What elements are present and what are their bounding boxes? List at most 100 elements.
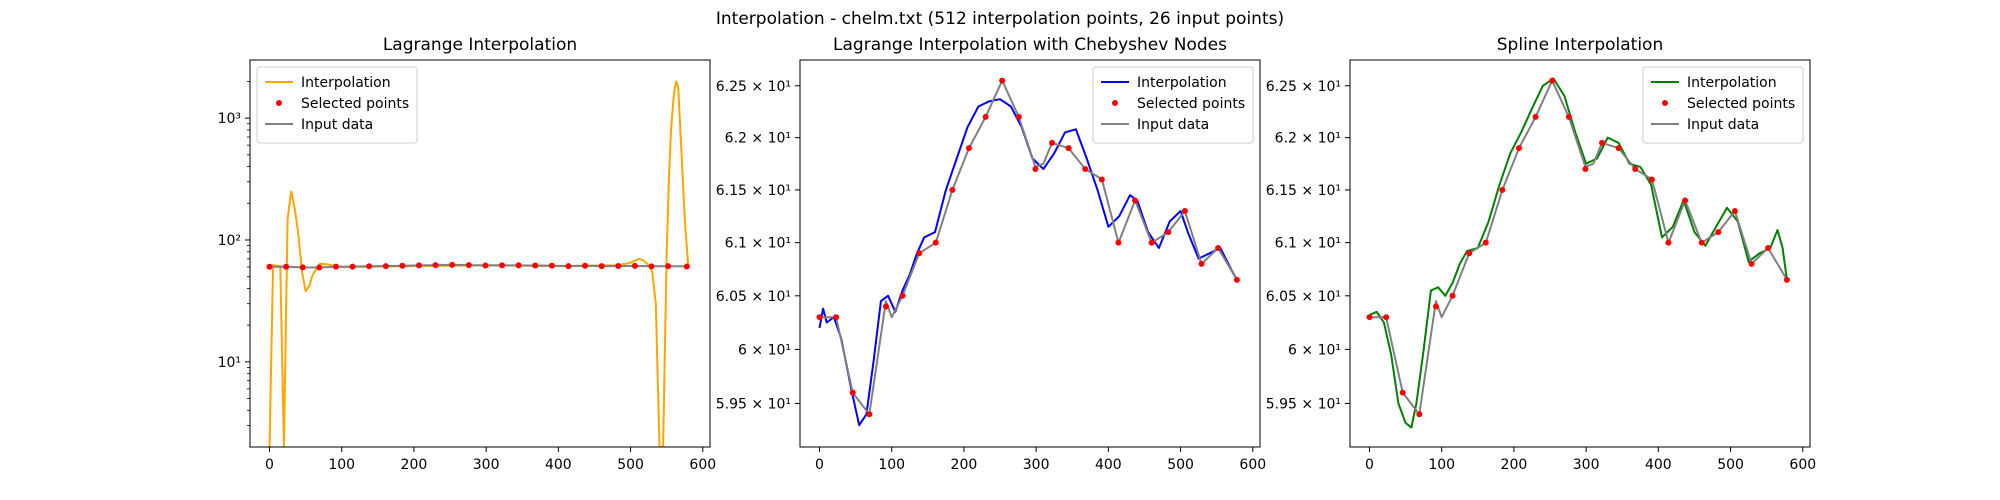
selected-point [1783,276,1790,283]
x-tick-label: 600 [1239,457,1266,473]
legend-marker-points [1662,100,1668,106]
selected-point [949,186,956,193]
y-tick-label: 6.25 × 10¹ [1266,79,1341,95]
selected-point [1449,292,1456,299]
x-tick-label: 0 [1365,457,1374,473]
selected-point [866,411,873,418]
y-tick-label: 6 × 10¹ [1288,342,1341,358]
x-tick-label: 600 [1789,457,1816,473]
legend: Interpolation Selected points Input data [1642,66,1804,144]
selected-point [299,264,306,271]
selected-point [1366,314,1373,321]
selected-point [631,262,638,269]
selected-point [1582,165,1589,172]
selected-point [1565,113,1572,120]
x-tick-label: 300 [473,457,500,473]
y-tick-label: 6.1 × 10¹ [1275,236,1341,252]
selected-point [465,262,472,269]
selected-point [1233,276,1240,283]
y-tick-label: 6.15 × 10¹ [716,183,791,199]
selected-point [532,262,539,269]
legend-label: Input data [301,117,373,133]
y-tick-label: 6.05 × 10¹ [716,289,791,305]
x-tick-label: 100 [328,457,355,473]
selected-point [683,263,690,270]
selected-point [916,250,923,257]
legend-label: Interpolation [1687,75,1777,91]
legend-box [256,66,418,144]
selected-point [1165,229,1172,236]
x-tick-label: 0 [815,457,824,473]
selected-point [615,263,622,270]
selected-point [1132,197,1139,204]
selected-point [648,263,655,270]
y-tick-label: 5.95 × 10¹ [716,396,791,412]
legend-label: Input data [1687,117,1759,133]
selected-point [432,262,439,269]
legend-label: Selected points [301,96,409,112]
y-tick-label: 6.25 × 10¹ [716,79,791,95]
selected-point [1198,260,1205,267]
selected-point [999,77,1006,84]
selected-point [266,263,273,270]
plot-area [1366,77,1790,429]
interpolation-line [1369,77,1788,429]
legend-marker-points [1112,100,1118,106]
selected-point [548,262,555,269]
x-tick-label: 500 [1167,457,1194,473]
y-tick-label: 6.2 × 10¹ [725,131,791,147]
selected-point [1682,197,1689,204]
x-tick-label: 400 [1095,457,1122,473]
x-tick-label: 300 [1023,457,1050,473]
subplot-1: Lagrange Interpolation 10¹ 10² 10³ 0 100 200 30… [218,35,717,473]
selected-point [1665,239,1672,246]
selected-point [316,264,323,271]
selected-point [349,263,356,270]
x-tick-label: 500 [617,457,644,473]
selected-point [1015,113,1022,120]
selected-point [1049,139,1056,146]
legend-box [1092,66,1254,144]
subplot-2: Lagrange Interpolation with Chebyshev No… [716,35,1266,473]
y-tick-label: 6.2 × 10¹ [1275,131,1341,147]
input-data-line [1369,79,1788,416]
plot-area [816,77,1240,427]
legend-label: Interpolation [1137,75,1227,91]
selected-point [1215,244,1222,251]
selected-point [1466,250,1473,257]
x-tick-label: 600 [689,457,716,473]
x-tick-label: 200 [951,457,978,473]
y-tick-label: 6.1 × 10¹ [725,236,791,252]
selected-point [482,262,489,269]
selected-point [1098,176,1105,183]
figure-suptitle: Interpolation - chelm.txt (512 interpola… [716,9,1284,29]
selected-point [932,239,939,246]
y-tick-label: 6 × 10¹ [738,342,791,358]
selected-point [1383,314,1390,321]
selected-point [1549,77,1556,84]
selected-point [598,263,605,270]
axes-frame [1349,59,1811,448]
subplot-3: Spline Interpolation 5.95 × 10¹ 6 × 10¹ 6.0… [1266,35,1816,473]
selected-point [1648,176,1655,183]
y-tick-label: 5.95 × 10¹ [1266,396,1341,412]
legend-label: Selected points [1687,96,1795,112]
selected-point [1731,207,1738,214]
selected-point [565,263,572,270]
selected-point [833,314,840,321]
x-tick-label: 0 [265,457,274,473]
y-tick-label: 6.05 × 10¹ [1266,289,1341,305]
selected-point [366,263,373,270]
subplot-title: Spline Interpolation [1497,35,1663,55]
x-tick-label: 100 [878,457,905,473]
subplot-title: Lagrange Interpolation [383,35,577,55]
selected-point [1082,165,1089,172]
selected-point [1499,186,1506,193]
selected-point [1115,239,1122,246]
selected-point [1765,244,1772,251]
selected-point [283,263,290,270]
y-tick-label: 10¹ [218,355,241,371]
y-tick-label: 10² [218,233,241,249]
x-tick-label: 400 [1645,457,1672,473]
